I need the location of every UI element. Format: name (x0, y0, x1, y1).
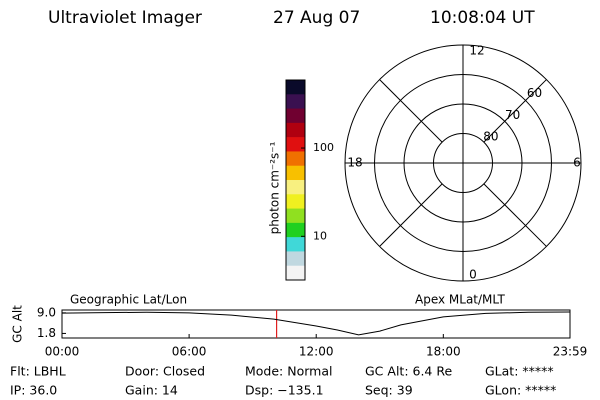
time: 10:08:04 UT (430, 8, 535, 28)
info-field: GC Alt: 6.4 Re (365, 364, 452, 379)
color-swatch (286, 194, 305, 210)
mlt-label: 0 (469, 268, 477, 282)
color-swatch (286, 208, 305, 224)
color-swatch (286, 108, 305, 124)
info-field: Dsp: −135.1 (245, 383, 324, 398)
color-swatch (286, 122, 305, 138)
mlt-label: 12 (469, 44, 484, 58)
x-tick-label: 12:00 (299, 345, 334, 359)
x-tick-label: 06:00 (172, 345, 207, 359)
info-field: GLat: ***** (485, 364, 554, 379)
info-field: Seq: 39 (365, 383, 413, 398)
mlt-label: 6 (573, 156, 581, 170)
info-field: Door: Closed (125, 364, 205, 379)
diagonal (379, 79, 443, 143)
colorbar-frame (285, 79, 306, 281)
colorbar-tick-label: 10 (313, 229, 327, 242)
x-tick-label: 18:00 (426, 345, 461, 359)
y-tick-label: 9.0 (37, 305, 56, 319)
info-field: IP: 36.0 (10, 383, 57, 398)
y-axis-label: GC Alt (11, 305, 25, 343)
x-tick-label: 23:59 (553, 345, 588, 359)
color-swatch (286, 137, 305, 152)
color-swatch (286, 165, 305, 181)
color-swatch (286, 222, 305, 238)
info-field: Mode: Normal (245, 364, 332, 379)
colorbar-label: photon cm⁻²s⁻¹ (268, 141, 282, 234)
color-swatch (286, 180, 305, 195)
color-swatch (286, 151, 305, 167)
date: 27 Aug 07 (273, 8, 360, 28)
lat-label: 70 (505, 108, 520, 122)
diagonal (483, 79, 547, 143)
color-swatch (286, 94, 305, 110)
info-field: Gain: 14 (125, 383, 178, 398)
title: Ultraviolet Imager (48, 8, 202, 28)
color-swatch (286, 237, 305, 252)
info-field: Flt: LBHL (10, 364, 66, 379)
color-swatch (286, 265, 305, 281)
colorbar-tick-label: 100 (313, 141, 334, 154)
diagonal (483, 183, 547, 247)
info-field: GLon: ***** (485, 383, 556, 398)
right-label: Apex MLat/MLT (415, 293, 505, 307)
diagonal (379, 183, 443, 247)
left-label: Geographic Lat/Lon (70, 293, 187, 307)
altitude-line (61, 311, 571, 336)
y-tick-label: 1.8 (37, 326, 56, 340)
color-swatch (286, 80, 305, 95)
lat-label: 60 (527, 86, 542, 100)
x-tick-label: 00:00 (45, 345, 80, 359)
mlt-label: 18 (347, 156, 362, 170)
color-swatch (286, 251, 305, 267)
lat-label: 80 (483, 130, 498, 144)
